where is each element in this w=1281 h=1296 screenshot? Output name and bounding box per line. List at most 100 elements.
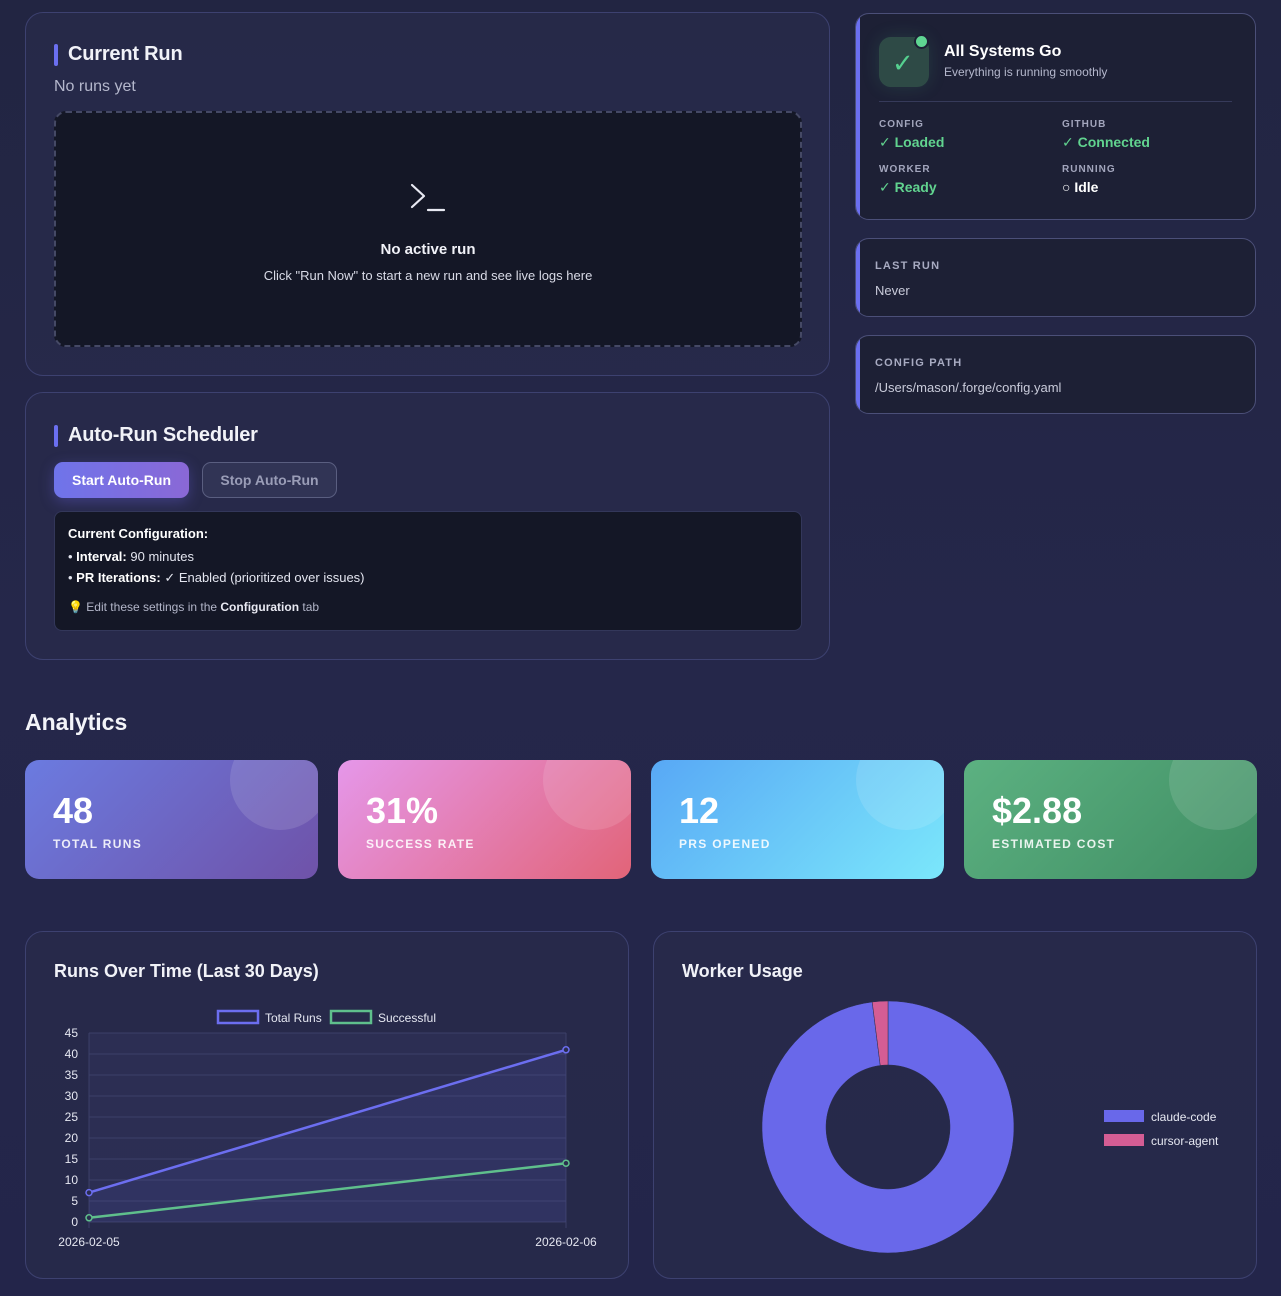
worker-status-label: WORKER bbox=[879, 164, 931, 175]
line-chart-title: Runs Over Time (Last 30 Days) bbox=[54, 961, 319, 981]
running-status-value: ○ Idle bbox=[1062, 179, 1099, 195]
status-title: All Systems Go bbox=[944, 43, 1062, 60]
y-tick-label: 35 bbox=[65, 1068, 79, 1082]
kpi-value: 31% bbox=[366, 790, 439, 831]
current-run-subtitle: No runs yet bbox=[54, 78, 136, 95]
tip-prefix: Edit these settings in the bbox=[86, 600, 218, 614]
donut-chart[interactable]: claude-code cursor-agent bbox=[654, 932, 1258, 1280]
interval-value: 90 minutes bbox=[130, 549, 194, 564]
terminal-icon bbox=[410, 183, 446, 212]
pr-iterations-setting: • PR Iterations: ✓ Enabled (prioritized … bbox=[68, 570, 365, 585]
kpi-label: PRS OPENED bbox=[679, 837, 771, 851]
decorative-circle bbox=[856, 760, 944, 830]
checkmark-icon: ✓ bbox=[892, 48, 914, 78]
slice-claude-code[interactable] bbox=[761, 1000, 1015, 1254]
config-status-label: CONFIG bbox=[879, 119, 924, 130]
stop-auto-run-button[interactable]: Stop Auto-Run bbox=[202, 462, 337, 498]
analytics-heading: Analytics bbox=[25, 709, 128, 735]
series-line-successful bbox=[88, 1161, 567, 1220]
config-path-card: CONFIG PATH /Users/mason/.forge/config.y… bbox=[855, 335, 1256, 414]
legend-label[interactable]: claude-code bbox=[1151, 1110, 1217, 1124]
data-point[interactable] bbox=[85, 1214, 93, 1222]
current-configuration-box: Current Configuration: • Interval: 90 mi… bbox=[54, 511, 802, 631]
y-tick-label: 15 bbox=[65, 1152, 79, 1166]
interval-setting: • Interval: 90 minutes bbox=[68, 549, 194, 564]
worker-status: WORKER ✓ Ready bbox=[879, 164, 937, 196]
running-status-label: RUNNING bbox=[1062, 164, 1116, 175]
scheduler-title: Auto-Run Scheduler bbox=[54, 424, 258, 447]
line-chart[interactable]: 0 5 10 15 20 25 30 35 40 45 2026-02-05 2026-02-06 To… bbox=[26, 932, 630, 1280]
decorative-circle bbox=[543, 760, 631, 830]
legend-label[interactable]: cursor-agent bbox=[1151, 1134, 1219, 1148]
github-status-label: GITHUB bbox=[1062, 119, 1107, 130]
pr-iterations-value: ✓ Enabled (prioritized over issues) bbox=[164, 570, 365, 585]
last-run-card: LAST RUN Never bbox=[855, 238, 1256, 317]
y-tick-label: 10 bbox=[65, 1173, 79, 1187]
interval-label: Interval: bbox=[76, 549, 127, 564]
y-tick-label: 0 bbox=[71, 1215, 78, 1229]
y-tick-label: 25 bbox=[65, 1110, 79, 1124]
x-tick-label: 2026-02-06 bbox=[535, 1235, 597, 1249]
decorative-circle bbox=[230, 760, 318, 830]
settings-tip: 💡 Edit these settings in the Configurati… bbox=[68, 600, 788, 614]
legend-label[interactable]: Successful bbox=[378, 1011, 436, 1025]
kpi-success-rate: 31% SUCCESS RATE bbox=[338, 760, 631, 879]
online-indicator-icon bbox=[914, 34, 929, 49]
legend-swatch[interactable] bbox=[1104, 1134, 1144, 1146]
system-status-card: ✓ All Systems Go Everything is running s… bbox=[855, 13, 1256, 220]
legend-swatch[interactable] bbox=[329, 1009, 373, 1025]
auto-run-scheduler-panel: Auto-Run Scheduler Start Auto-Run Stop A… bbox=[25, 392, 830, 660]
empty-state-title: No active run bbox=[380, 241, 476, 258]
kpi-label: ESTIMATED COST bbox=[992, 837, 1116, 851]
current-run-panel: Current Run No runs yet No active run Cl… bbox=[25, 12, 830, 376]
y-tick-label: 20 bbox=[65, 1131, 79, 1145]
kpi-prs-opened: 12 PRS OPENED bbox=[651, 760, 944, 879]
kpi-value: 48 bbox=[53, 790, 94, 831]
github-status: GITHUB ✓ Connected bbox=[1062, 119, 1150, 151]
last-run-value: Never bbox=[875, 283, 910, 298]
kpi-label: TOTAL RUNS bbox=[53, 837, 143, 851]
donut-chart-title: Worker Usage bbox=[682, 961, 803, 981]
runs-over-time-card: Runs Over Time (Last 30 Days) 0 5 10 15 20 25… bbox=[25, 931, 629, 1279]
lightbulb-icon: 💡 bbox=[68, 600, 83, 614]
data-point[interactable] bbox=[562, 1159, 570, 1167]
kpi-value: 12 bbox=[679, 790, 720, 831]
data-point[interactable] bbox=[85, 1188, 93, 1197]
series-area bbox=[89, 1049, 566, 1222]
x-tick-label: 2026-02-05 bbox=[58, 1235, 120, 1249]
configuration-heading: Current Configuration: bbox=[68, 526, 209, 541]
y-tick-label: 30 bbox=[65, 1089, 79, 1103]
slice-cursor-agent[interactable] bbox=[871, 1000, 889, 1066]
running-status: RUNNING ○ Idle bbox=[1062, 164, 1116, 195]
tip-suffix: tab bbox=[302, 600, 320, 614]
configuration-tab-link[interactable]: Configuration bbox=[220, 600, 300, 614]
legend-swatch[interactable] bbox=[216, 1009, 260, 1025]
log-output-area: No active run Click "Run Now" to start a… bbox=[54, 111, 802, 347]
divider bbox=[879, 101, 1232, 102]
kpi-label: SUCCESS RATE bbox=[366, 837, 475, 851]
data-point[interactable] bbox=[562, 1046, 570, 1054]
last-run-label: LAST RUN bbox=[875, 260, 941, 272]
config-status: CONFIG ✓ Loaded bbox=[879, 119, 944, 151]
status-check-icon: ✓ bbox=[879, 34, 929, 87]
kpi-value: $2.88 bbox=[992, 790, 1083, 831]
kpi-total-runs: 48 TOTAL RUNS bbox=[25, 760, 318, 879]
kpi-estimated-cost: $2.88 ESTIMATED COST bbox=[964, 760, 1257, 879]
empty-state-hint: Click "Run Now" to start a new run and s… bbox=[263, 268, 593, 283]
status-subtitle: Everything is running smoothly bbox=[944, 65, 1108, 79]
legend-label[interactable]: Total Runs bbox=[265, 1011, 322, 1025]
worker-status-value: ✓ Ready bbox=[879, 179, 937, 195]
y-tick-label: 45 bbox=[65, 1026, 79, 1040]
worker-usage-card: Worker Usage claude-code cursor-agent bbox=[653, 931, 1257, 1279]
legend-swatch[interactable] bbox=[1104, 1110, 1144, 1122]
y-tick-label: 5 bbox=[71, 1194, 78, 1208]
series-line-total-runs bbox=[88, 1048, 567, 1194]
config-status-value: ✓ Loaded bbox=[879, 134, 945, 150]
y-tick-label: 40 bbox=[65, 1047, 79, 1061]
config-path-label: CONFIG PATH bbox=[875, 357, 963, 369]
current-run-title: Current Run bbox=[54, 43, 183, 66]
decorative-circle bbox=[1169, 760, 1257, 830]
config-path-value: /Users/mason/.forge/config.yaml bbox=[875, 380, 1062, 395]
pr-iterations-label: PR Iterations: bbox=[76, 570, 161, 585]
start-auto-run-button[interactable]: Start Auto-Run bbox=[54, 462, 189, 498]
